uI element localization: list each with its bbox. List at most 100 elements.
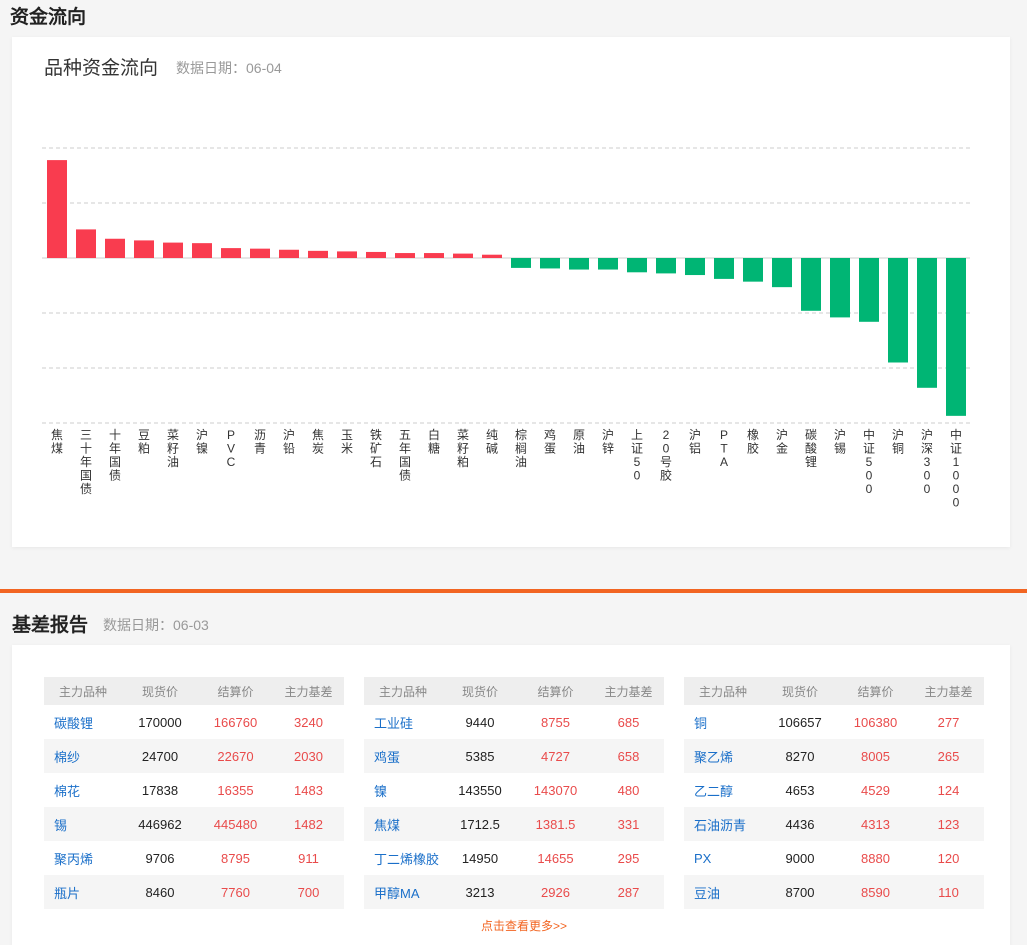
x-tick-label: 2 0 号胶	[660, 428, 672, 483]
basis-table: 主力品种 现货价 结算价 主力基差 碳酸锂 170000 166760 3240 棉纱 24700…	[44, 677, 344, 909]
commodity-name-link[interactable]: 甲醇MA	[364, 875, 442, 909]
chart-bar[interactable]	[743, 258, 763, 282]
basis-value: 1483	[294, 782, 323, 798]
chart-bar[interactable]	[627, 258, 647, 273]
commodity-name-link[interactable]: 瓶片	[44, 875, 122, 909]
table-row: 聚乙烯 8270 8005 265	[684, 739, 984, 773]
column-header: 现货价	[762, 677, 838, 705]
basis-value: 911	[298, 850, 319, 866]
chart-bar[interactable]	[714, 258, 734, 279]
chart-bar[interactable]	[76, 229, 96, 258]
settle-price: 8590	[838, 875, 913, 909]
table-row: 瓶片 8460 7760 700	[44, 875, 344, 909]
spot-price: 8270	[762, 739, 838, 773]
chart-bar[interactable]	[598, 258, 618, 270]
commodity-name-link[interactable]: 鸡蛋	[364, 739, 442, 773]
column-header: 主力品种	[44, 677, 122, 705]
section-divider	[0, 589, 1027, 593]
commodity-name-link[interactable]: 碳酸锂	[54, 715, 94, 731]
chart-bar[interactable]	[221, 248, 241, 258]
chart-bar[interactable]	[830, 258, 850, 318]
settle-price: 4529	[861, 782, 890, 798]
chart-bar[interactable]	[308, 250, 328, 258]
chart-bar[interactable]	[888, 258, 908, 363]
table-header-row: 主力品种 现货价 结算价 主力基差	[684, 677, 984, 705]
chart-bar[interactable]	[134, 240, 154, 258]
table-row: 铜 106657 106380 277	[684, 705, 984, 739]
table-header-row: 主力品种 现货价 结算价 主力基差	[44, 677, 344, 705]
settle-price: 14655	[537, 850, 574, 866]
settle-price: 8755	[541, 714, 570, 730]
chart-bar[interactable]	[366, 251, 386, 258]
chart-bar[interactable]	[337, 251, 357, 258]
settle-price: 166760	[213, 714, 258, 730]
spot-price: 170000	[138, 714, 182, 730]
commodity-name-link[interactable]: 聚丙烯	[54, 851, 94, 867]
commodity-name-link[interactable]: 镍	[374, 783, 388, 799]
commodity-name-link[interactable]: 豆油	[684, 875, 762, 909]
commodity-name-link[interactable]: 锡	[44, 807, 122, 841]
x-tick-label: 五年国债	[399, 428, 411, 483]
commodity-name-link[interactable]: 石油沥青	[684, 807, 762, 841]
spot-price: 4436	[762, 807, 838, 841]
x-tick-label: 菜籽粕	[457, 428, 469, 469]
chart-bar[interactable]	[511, 258, 531, 268]
chart-bar[interactable]	[685, 258, 705, 276]
table-row: 石油沥青 4436 4313 123	[684, 807, 984, 841]
column-header: 现货价	[442, 677, 518, 705]
commodity-name-link[interactable]: 工业硅	[374, 715, 414, 731]
commodity-name-link[interactable]: 棉纱	[44, 739, 122, 773]
basis-value: 265	[913, 739, 984, 773]
x-tick-label: 沪镍	[196, 428, 208, 456]
x-tick-label: 沥青	[254, 428, 266, 456]
chart-bar[interactable]	[395, 253, 415, 258]
chart-bar[interactable]	[656, 258, 676, 274]
commodity-name-link[interactable]: 焦煤	[364, 807, 442, 841]
commodity-name-link[interactable]: 铜	[694, 715, 708, 731]
spot-price: 5385	[442, 739, 518, 773]
commodity-name-link[interactable]: PX	[694, 850, 712, 866]
chart-bar[interactable]	[801, 258, 821, 311]
commodity-name-link[interactable]: 聚乙烯	[684, 739, 762, 773]
settle-price: 22670	[198, 739, 273, 773]
chart-bar[interactable]	[163, 242, 183, 258]
settle-price: 7760	[198, 875, 273, 909]
x-tick-label: 沪金	[776, 428, 788, 456]
chart-bar[interactable]	[424, 253, 444, 258]
basis-date-label: 数据日期：06-03	[103, 617, 209, 633]
basis-report-section: 基差报告 数据日期：06-03 点击查看更多>> 主力品种 现货价 结算价 主力基差碳…	[0, 593, 1027, 945]
table-row: 甲醇MA 3213 2926 287	[364, 875, 664, 909]
chart-title: 品种资金流向	[44, 58, 159, 79]
chart-bar[interactable]	[946, 258, 966, 416]
basis-value: 287	[593, 875, 664, 909]
basis-value: 331	[593, 807, 664, 841]
basis-value: 1482	[273, 807, 344, 841]
chart-bar[interactable]	[279, 249, 299, 258]
chart-bar[interactable]	[192, 243, 212, 258]
chart-bar[interactable]	[482, 254, 502, 258]
commodity-name-link[interactable]: 乙二醇	[694, 783, 734, 799]
x-tick-label: 上证 5 0	[631, 428, 643, 483]
chart-bar[interactable]	[105, 238, 125, 258]
chart-bar[interactable]	[250, 248, 270, 258]
chart-bar[interactable]	[859, 258, 879, 322]
commodity-name-link[interactable]: 丁二烯橡胶	[374, 851, 440, 867]
chart-bar[interactable]	[540, 258, 560, 269]
settle-price: 1381.5	[518, 807, 593, 841]
chart-bar[interactable]	[569, 258, 589, 270]
commodity-name-link[interactable]: 棉花	[54, 783, 81, 799]
view-more-link[interactable]: 点击查看更多>>	[481, 919, 568, 933]
chart-bar[interactable]	[917, 258, 937, 388]
chart-bar[interactable]	[772, 258, 792, 288]
settle-price: 2926	[518, 875, 593, 909]
basis-card: 点击查看更多>> 主力品种 现货价 结算价 主力基差 碳酸锂 170000 166760 32…	[12, 645, 1010, 945]
column-header: 主力基差	[273, 677, 344, 705]
table-row: 聚丙烯 9706 8795 911	[44, 841, 344, 875]
table-row: 豆油 8700 8590 110	[684, 875, 984, 909]
chart-bar[interactable]	[453, 253, 473, 258]
basis-value: 658	[593, 739, 664, 773]
spot-price: 8460	[122, 875, 198, 909]
chart-bar[interactable]	[47, 160, 67, 258]
